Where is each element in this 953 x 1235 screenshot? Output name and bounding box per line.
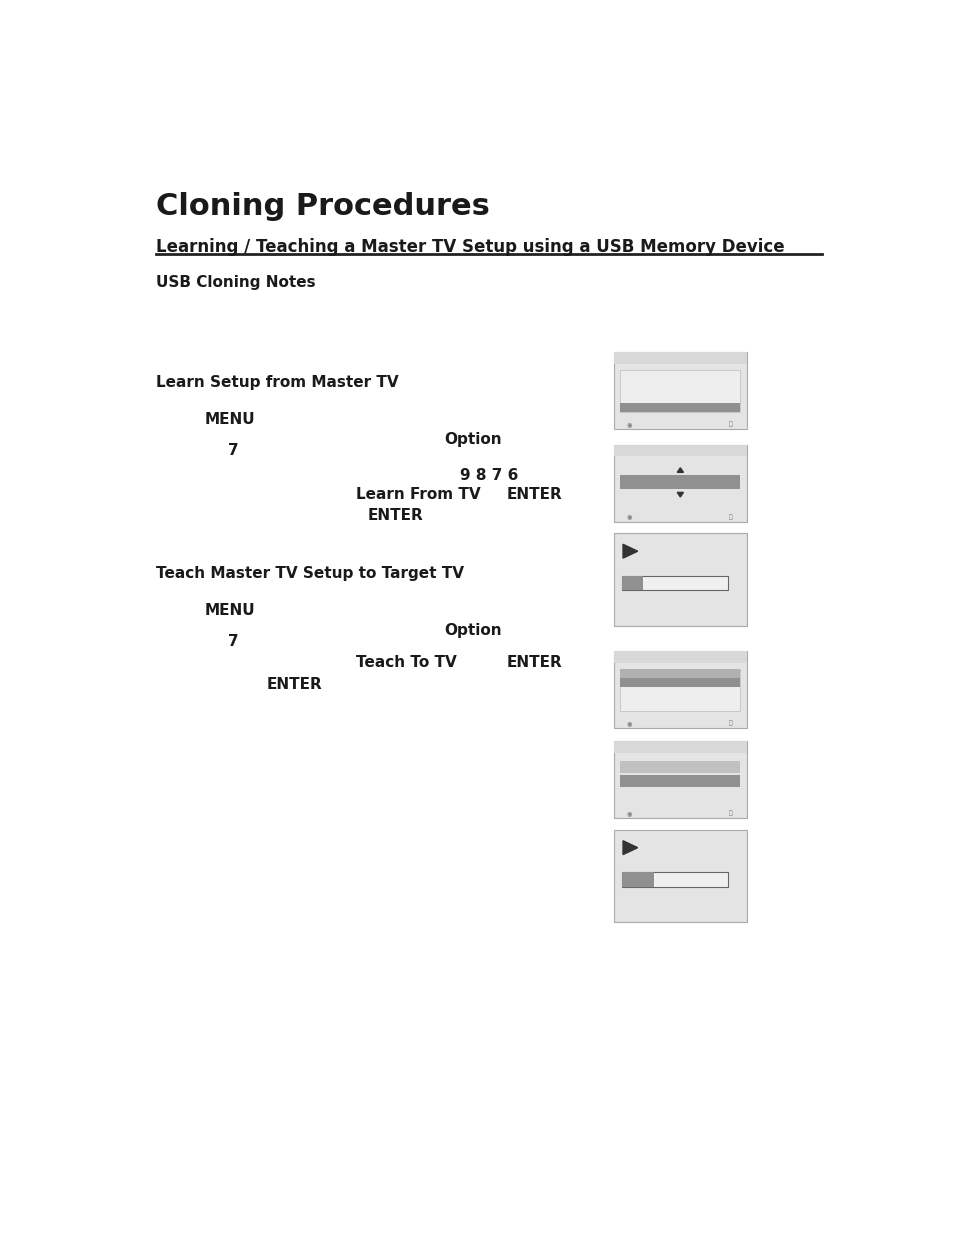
- FancyBboxPatch shape: [619, 668, 740, 711]
- Text: ⌖: ⌖: [728, 422, 732, 427]
- FancyBboxPatch shape: [621, 872, 653, 887]
- FancyBboxPatch shape: [619, 370, 740, 412]
- FancyBboxPatch shape: [619, 668, 740, 678]
- FancyBboxPatch shape: [619, 403, 740, 412]
- FancyBboxPatch shape: [619, 776, 740, 787]
- Text: Learn From TV: Learn From TV: [355, 487, 479, 501]
- FancyBboxPatch shape: [613, 651, 746, 662]
- Text: 9 8 7 6: 9 8 7 6: [459, 468, 518, 483]
- Text: Cloning Procedures: Cloning Procedures: [155, 193, 489, 221]
- FancyBboxPatch shape: [613, 352, 746, 364]
- Text: MENU: MENU: [204, 603, 254, 618]
- FancyBboxPatch shape: [613, 651, 746, 727]
- Text: ENTER: ENTER: [367, 508, 422, 522]
- Text: 7: 7: [228, 443, 238, 458]
- Text: Teach To TV: Teach To TV: [355, 655, 456, 669]
- Polygon shape: [677, 468, 682, 472]
- Text: ⌖: ⌖: [728, 810, 732, 816]
- Text: ENTER: ENTER: [506, 487, 562, 501]
- FancyBboxPatch shape: [619, 678, 740, 688]
- Text: ◉: ◉: [626, 721, 632, 726]
- FancyBboxPatch shape: [621, 576, 642, 590]
- Text: ◉: ◉: [626, 811, 632, 816]
- Text: ENTER: ENTER: [506, 655, 562, 669]
- Text: Option: Option: [444, 432, 502, 447]
- FancyBboxPatch shape: [613, 534, 746, 626]
- Polygon shape: [622, 841, 637, 855]
- Text: ◉: ◉: [626, 515, 632, 520]
- Text: ⌖: ⌖: [728, 720, 732, 726]
- Text: MENU: MENU: [204, 411, 254, 426]
- Text: Teach Master TV Setup to Target TV: Teach Master TV Setup to Target TV: [155, 567, 463, 582]
- Text: Option: Option: [444, 624, 502, 638]
- FancyBboxPatch shape: [621, 576, 727, 590]
- FancyBboxPatch shape: [619, 761, 740, 773]
- FancyBboxPatch shape: [613, 741, 746, 752]
- Text: ◉: ◉: [626, 422, 632, 427]
- Text: 7: 7: [228, 634, 238, 650]
- FancyBboxPatch shape: [621, 872, 727, 887]
- FancyBboxPatch shape: [613, 830, 746, 923]
- FancyBboxPatch shape: [613, 445, 746, 521]
- FancyBboxPatch shape: [619, 475, 740, 489]
- Polygon shape: [677, 493, 682, 496]
- FancyBboxPatch shape: [613, 741, 746, 818]
- FancyBboxPatch shape: [613, 445, 746, 456]
- Text: Learning / Teaching a Master TV Setup using a USB Memory Device: Learning / Teaching a Master TV Setup us…: [155, 238, 783, 257]
- Text: ⌖: ⌖: [728, 514, 732, 520]
- Polygon shape: [622, 545, 637, 558]
- Text: USB Cloning Notes: USB Cloning Notes: [155, 275, 315, 290]
- Text: ENTER: ENTER: [266, 677, 322, 692]
- Text: Learn Setup from Master TV: Learn Setup from Master TV: [155, 375, 398, 390]
- FancyBboxPatch shape: [613, 352, 746, 430]
